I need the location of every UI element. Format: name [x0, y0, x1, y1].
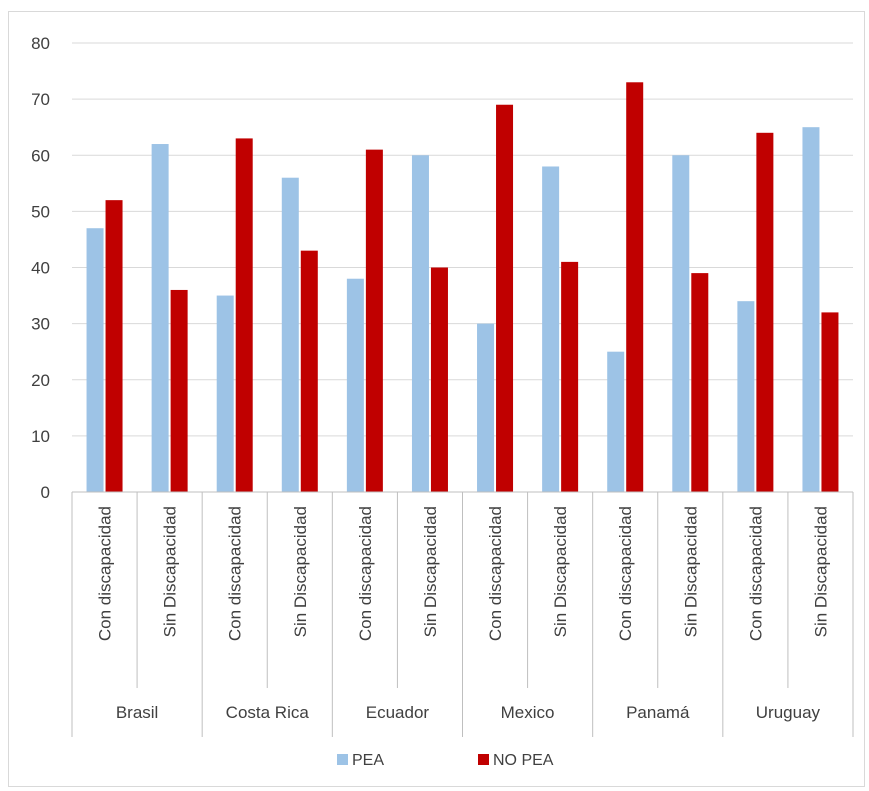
bar-no-pea — [626, 82, 644, 492]
legend-label-pea: PEA — [352, 752, 384, 769]
category-label: Con discapacidad — [226, 506, 245, 641]
group-label: Ecuador — [366, 703, 430, 722]
bar-no-pea — [561, 261, 579, 492]
category-label: Sin Discapacidad — [421, 506, 440, 637]
legend-label-no-pea: NO PEA — [493, 752, 554, 769]
category-label: Con discapacidad — [356, 506, 375, 641]
y-tick-label: 80 — [31, 34, 50, 53]
group-label: Mexico — [501, 703, 555, 722]
category-label: Sin Discapacidad — [161, 506, 180, 637]
y-axis-tick-labels: 0 10 20 30 40 50 60 70 80 — [31, 34, 50, 502]
bars — [86, 82, 839, 493]
bar-no-pea — [430, 267, 448, 492]
group-label: Costa Rica — [226, 703, 310, 722]
group-label: Uruguay — [756, 703, 821, 722]
bar-no-pea — [365, 149, 383, 492]
category-label: Sin Discapacidad — [811, 506, 830, 637]
bar-pea — [672, 155, 690, 492]
y-tick-label: 40 — [31, 259, 50, 278]
category-label: Sin Discapacidad — [551, 506, 570, 637]
bar-pea — [737, 301, 755, 492]
bar-no-pea — [300, 250, 318, 492]
bar-pea — [281, 177, 299, 492]
legend-swatch-no-pea — [478, 754, 489, 765]
y-tick-label: 0 — [41, 483, 50, 502]
category-label: Con discapacidad — [616, 506, 635, 641]
bar-pea — [411, 155, 429, 492]
y-tick-label: 60 — [31, 146, 50, 165]
bar-no-pea — [691, 273, 709, 492]
bar-no-pea — [170, 289, 188, 492]
y-tick-label: 20 — [31, 371, 50, 390]
y-tick-label: 30 — [31, 315, 50, 334]
y-tick-label: 50 — [31, 202, 50, 221]
y-tick-label: 70 — [31, 90, 50, 109]
gridlines — [72, 42, 853, 437]
group-label: Brasil — [116, 703, 159, 722]
bar-no-pea — [756, 132, 774, 493]
bar-no-pea — [821, 312, 839, 492]
group-labels: Brasil Costa Rica Ecuador Mexico Panamá Urugu… — [116, 703, 821, 722]
bar-no-pea — [105, 200, 123, 492]
bar-pea — [542, 166, 560, 492]
bar-pea — [607, 351, 625, 492]
category-label: Con discapacidad — [96, 506, 115, 641]
bar-pea — [477, 323, 495, 492]
bar-pea — [802, 127, 820, 492]
bar-pea — [151, 144, 169, 492]
bar-no-pea — [496, 104, 514, 493]
group-label: Panamá — [626, 703, 690, 722]
x-axis — [71, 491, 854, 737]
legend-swatch-pea — [337, 754, 348, 765]
category-label: Con discapacidad — [746, 506, 765, 641]
category-label: Sin Discapacidad — [291, 506, 310, 637]
bar-no-pea — [235, 138, 253, 492]
category-label: Con discapacidad — [486, 506, 505, 641]
category-label: Sin Discapacidad — [681, 506, 700, 637]
legend: PEA NO PEA — [337, 752, 554, 769]
bar-pea — [86, 228, 104, 492]
bar-pea — [346, 278, 364, 492]
category-labels: Con discapacidad Sin Discapacidad Con disc… — [96, 506, 831, 641]
bar-pea — [216, 295, 234, 492]
y-tick-label: 10 — [31, 427, 50, 446]
